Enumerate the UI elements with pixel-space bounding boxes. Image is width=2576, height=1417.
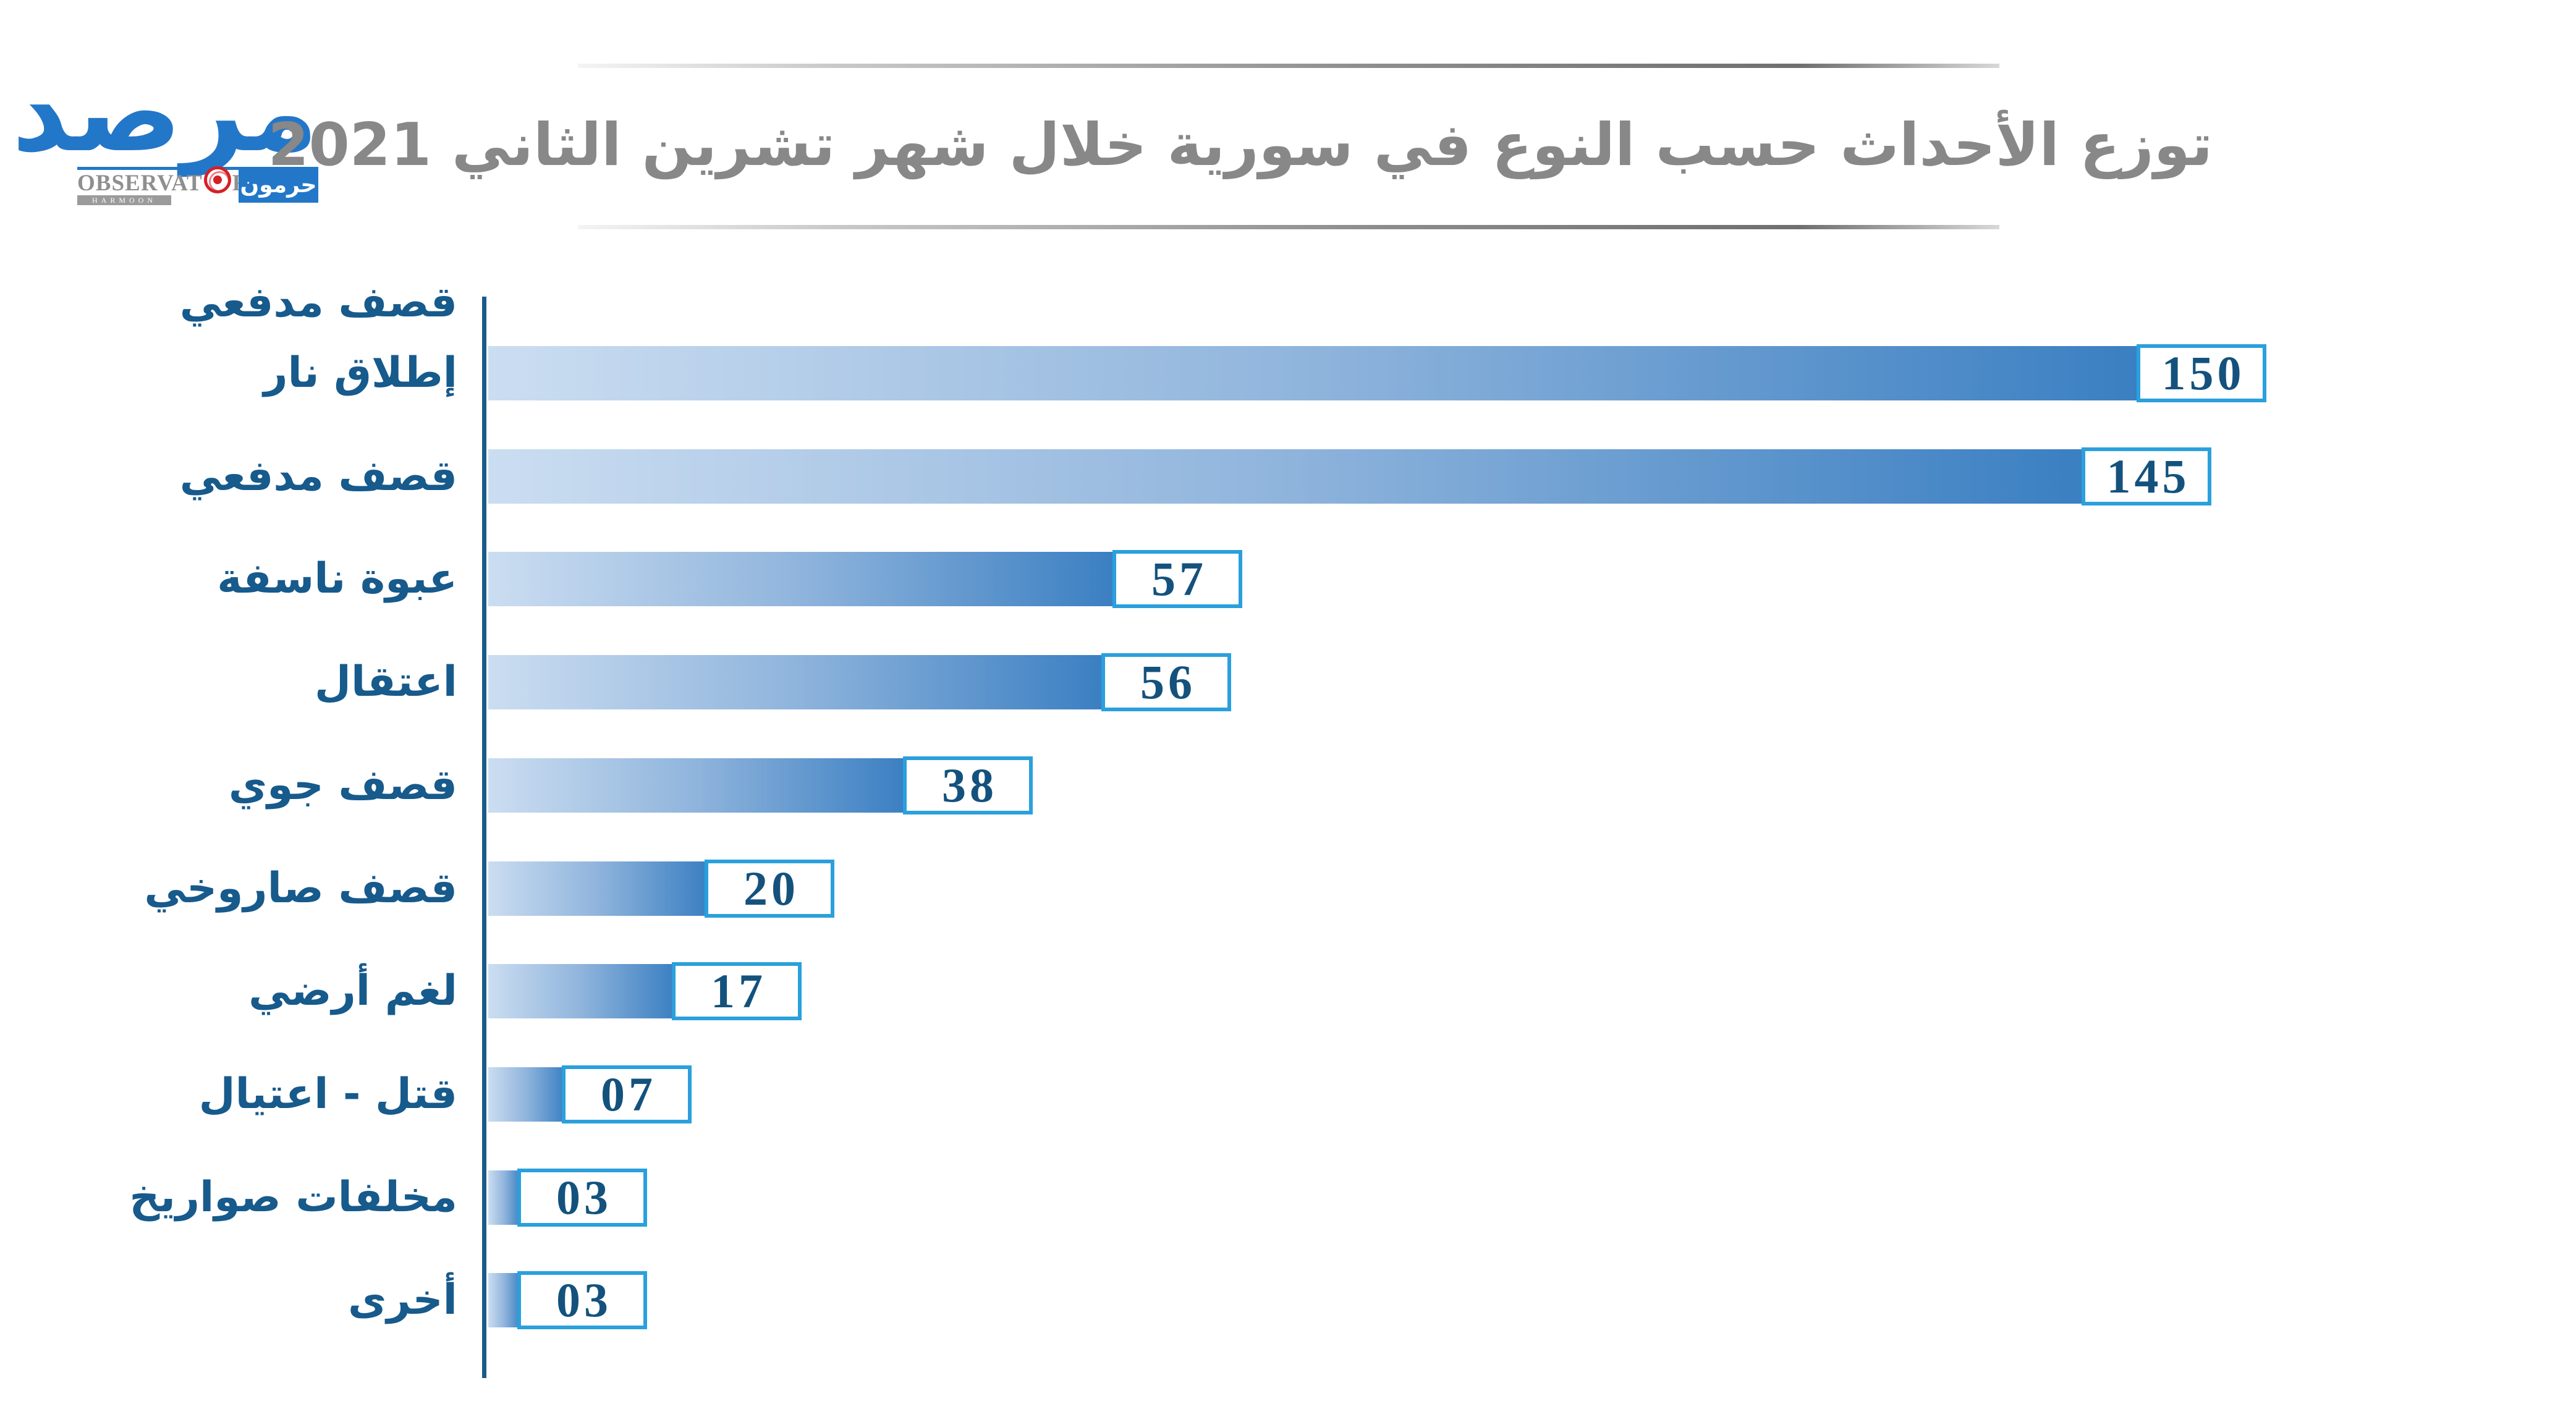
bar [488,1273,521,1327]
logo-arabic-wordmark: مرصد [12,48,318,176]
chart-title: توزع الأحداث حسب النوع في سورية خلال شهر… [268,111,2213,179]
value-box: 150 [2137,344,2266,402]
category-label: قصف جوي [228,761,457,810]
title-rule-bottom [578,225,1999,229]
bar [488,964,676,1018]
logo-divider-line [77,167,318,170]
value-box: 03 [517,1271,647,1329]
value-box: 20 [705,860,834,918]
category-label: إطلاق نار [263,349,457,397]
category-label-extra-top: قصف مدفعي [179,278,457,327]
category-label: عبوة ناسفة [217,554,457,603]
category-label: أخرى [348,1275,457,1324]
value-box: 56 [1101,653,1231,711]
category-label: لغم أرضي [248,967,457,1015]
logo-arabic-sub-badge: حرمون [239,168,318,203]
category-label: قتل - اعتيال [198,1070,457,1119]
bar [488,449,2085,504]
logo-harmoon-bar: HARMOON [77,195,171,205]
title-rule-top [578,64,1999,68]
target-crosshair-icon [203,166,231,193]
harmoon-observatory-logo: مرصد OBSERVAT RY HARMOON حرمون [12,57,324,211]
y-axis-line [482,297,486,1378]
bar [488,758,907,813]
category-label: قصف صاروخي [144,864,457,913]
value-box: 03 [517,1169,647,1227]
bar [488,861,708,916]
bar [488,1170,521,1225]
bar [488,346,2140,400]
category-label: اعتقال [315,658,457,706]
value-box: 57 [1112,550,1242,608]
bar [488,552,1116,606]
logo-english-wordmark: OBSERVAT RY [77,166,266,196]
bar [488,1067,566,1122]
value-box: 38 [903,756,1033,814]
category-label: مخلفات صواريخ [129,1173,457,1222]
value-box: 145 [2082,447,2211,505]
value-box: 17 [672,962,802,1020]
value-box: 07 [562,1065,692,1123]
category-label: قصف مدفعي [179,452,457,501]
logo-english-left: OBSERVAT [77,170,203,196]
bar [488,655,1105,709]
